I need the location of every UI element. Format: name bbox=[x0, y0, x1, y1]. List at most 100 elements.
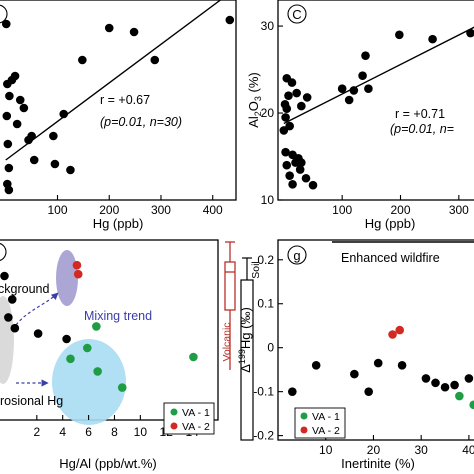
panel-f-background-ellipse bbox=[0, 296, 14, 384]
panel-b-data-point-24 bbox=[225, 15, 235, 25]
panel-f-mixing-arrow bbox=[15, 292, 59, 326]
panel-f-erosional-label: rosional Hg bbox=[0, 394, 63, 408]
panel-b-xlabel: Hg (ppb) bbox=[93, 216, 144, 231]
panel-b-data-point-0 bbox=[1, 19, 11, 29]
panel-b-xtick-label-1: 200 bbox=[99, 203, 119, 217]
panel-b-data-point-2 bbox=[5, 91, 14, 101]
panel-b-data-point-21 bbox=[104, 23, 114, 33]
panel-g-ytick-label-1: 0.1 bbox=[257, 297, 274, 311]
panel-f-series2-point-0 bbox=[0, 271, 9, 281]
panel-c-data-point-23 bbox=[344, 95, 354, 105]
panel-c-data-point-17 bbox=[301, 173, 311, 183]
panel-g-xtick-label-1: 20 bbox=[367, 443, 381, 457]
panel-f-series0-point-4 bbox=[117, 383, 127, 392]
panel-c-xlabel: Hg (ppb) bbox=[365, 216, 416, 231]
panel-c-ytick-label-1: 20 bbox=[261, 106, 275, 120]
panel-c-data-point-22 bbox=[337, 84, 347, 93]
panel-c-data-point-26 bbox=[361, 51, 370, 60]
panel-b-data-point-22 bbox=[129, 27, 139, 37]
panel-g-xtick-label-2: 30 bbox=[415, 443, 429, 457]
panel-c-ytick-label-0: 10 bbox=[261, 193, 275, 207]
panel-c-data-point-21 bbox=[302, 93, 312, 102]
panel-f-series2-point-2 bbox=[4, 313, 13, 322]
panel-g-ytick-label-3: -0.1 bbox=[253, 385, 274, 399]
panel-f-series0-point-0 bbox=[92, 322, 101, 331]
panel-c-data-point-24 bbox=[349, 86, 359, 95]
panel-g-series0-point-1 bbox=[311, 360, 321, 370]
panel-g-ytick-label-0: 0.2 bbox=[257, 253, 274, 267]
panel-g-series1-point-0 bbox=[388, 330, 397, 339]
panel-f-series0-point-5 bbox=[189, 352, 198, 362]
panel-f-series2-point-1 bbox=[7, 295, 17, 304]
panel-b-data-point-15 bbox=[29, 155, 39, 165]
panel-b-data-point-18 bbox=[59, 109, 69, 119]
panel-g-xlabel: Inertinite (%) bbox=[341, 456, 415, 471]
panel-f-series1-point-1 bbox=[73, 269, 83, 279]
panel-b-data-point-19 bbox=[66, 165, 75, 175]
panel-b-xtick-label-3: 400 bbox=[203, 203, 223, 217]
panel-g-series0-point-5 bbox=[397, 360, 407, 370]
panel-c-trendline bbox=[283, 26, 474, 125]
panel-g-series0-point-2 bbox=[350, 369, 359, 379]
panel-b-letter-badge bbox=[0, 4, 8, 24]
panel-c-data-point-29 bbox=[428, 34, 437, 44]
panel-f-legend-va1-marker bbox=[170, 408, 178, 416]
panel-c-xtick-label-1: 200 bbox=[390, 203, 410, 217]
soil-range-box bbox=[240, 279, 254, 441]
volcanic-label: Volcanic bbox=[221, 322, 233, 361]
panel-b-data-point-10 bbox=[4, 185, 14, 195]
panel-c-data-point-7 bbox=[287, 78, 297, 87]
panel-f-legend-box bbox=[163, 402, 215, 435]
panel-c-data-point-16 bbox=[288, 180, 297, 189]
panel-g-legend-va2-label: VA - 2 bbox=[312, 425, 340, 437]
panel-g-xtick-label-0: 10 bbox=[319, 443, 333, 457]
panel-b-xtick-label-0: 100 bbox=[47, 203, 67, 217]
panel-c-ylabel: Al2O3 (%) bbox=[246, 72, 263, 128]
panel-c-data-point-9 bbox=[282, 160, 292, 170]
panel-g-legend-va1-label: VA - 1 bbox=[312, 411, 340, 423]
panel-f-axes-frame bbox=[0, 239, 219, 421]
panel-g-axes-frame bbox=[277, 239, 474, 441]
panel-b-xtick-label-2: 300 bbox=[151, 203, 171, 217]
panel-g-letter: g bbox=[293, 248, 300, 263]
panel-b-data-point-4 bbox=[10, 71, 20, 81]
panel-f-legend-va1-label: VA - 1 bbox=[182, 407, 210, 419]
panel-b-annotation-p: (p=0.01, n=30) bbox=[100, 115, 182, 129]
panel-c-data-point-25 bbox=[358, 71, 367, 80]
panel-b-data-point-16 bbox=[49, 131, 58, 141]
panel-b-data-point-17 bbox=[50, 159, 60, 169]
panel-g-series0-point-0 bbox=[288, 387, 297, 396]
panel-c-data-point-19 bbox=[292, 88, 301, 98]
panel-f-xtick-label-3: 8 bbox=[111, 425, 118, 439]
panel-f-xtick-label-0: 2 bbox=[33, 425, 40, 439]
panel-c: 100 200 300 10 20 30 C r = +0.71 (p=0.01, n=… bbox=[246, 0, 474, 231]
soil-label: Soil bbox=[250, 261, 262, 279]
panel-b-data-point-14 bbox=[27, 131, 36, 141]
panel-c-axes-frame bbox=[277, 0, 474, 201]
panel-c-data-point-27 bbox=[364, 84, 373, 93]
panel-c-data-point-18 bbox=[308, 180, 318, 190]
panel-b: 100 200 300 400 r = +0.67 (p=0.01, n=30) Hg… bbox=[0, 0, 237, 231]
panel-g-legend-va1-marker bbox=[300, 412, 308, 420]
panel-c-xtick-label-2: 300 bbox=[449, 203, 469, 217]
panel-f-va2-ellipse bbox=[56, 250, 78, 306]
panel-f-legend-va2-marker bbox=[170, 422, 178, 430]
panel-g-series2-point-0 bbox=[455, 391, 464, 401]
panel-f-letter-badge bbox=[0, 242, 7, 262]
panel-c-ytick-label-2: 30 bbox=[261, 19, 275, 33]
panel-b-axes-frame bbox=[0, 0, 237, 201]
panel-g-series1-point-1 bbox=[395, 325, 405, 335]
panel-b-data-point-23 bbox=[150, 55, 160, 65]
panel-c-data-point-14 bbox=[295, 165, 305, 174]
panel-b-data-point-8 bbox=[4, 163, 14, 173]
panel-c-data-point-15 bbox=[297, 158, 306, 167]
panel-f-xtick-label-1: 4 bbox=[59, 425, 66, 439]
panel-f-series2-point-5 bbox=[62, 334, 71, 344]
panel-c-letter-badge bbox=[287, 4, 307, 24]
panel-f-series0-point-1 bbox=[82, 343, 92, 353]
panel-g-series0-point-3 bbox=[364, 387, 373, 396]
panel-g-series0-point-7 bbox=[431, 378, 440, 388]
panel-c-data-point-5 bbox=[284, 91, 293, 100]
panel-c-letter: C bbox=[292, 7, 301, 22]
panel-b-data-point-5 bbox=[12, 119, 22, 129]
